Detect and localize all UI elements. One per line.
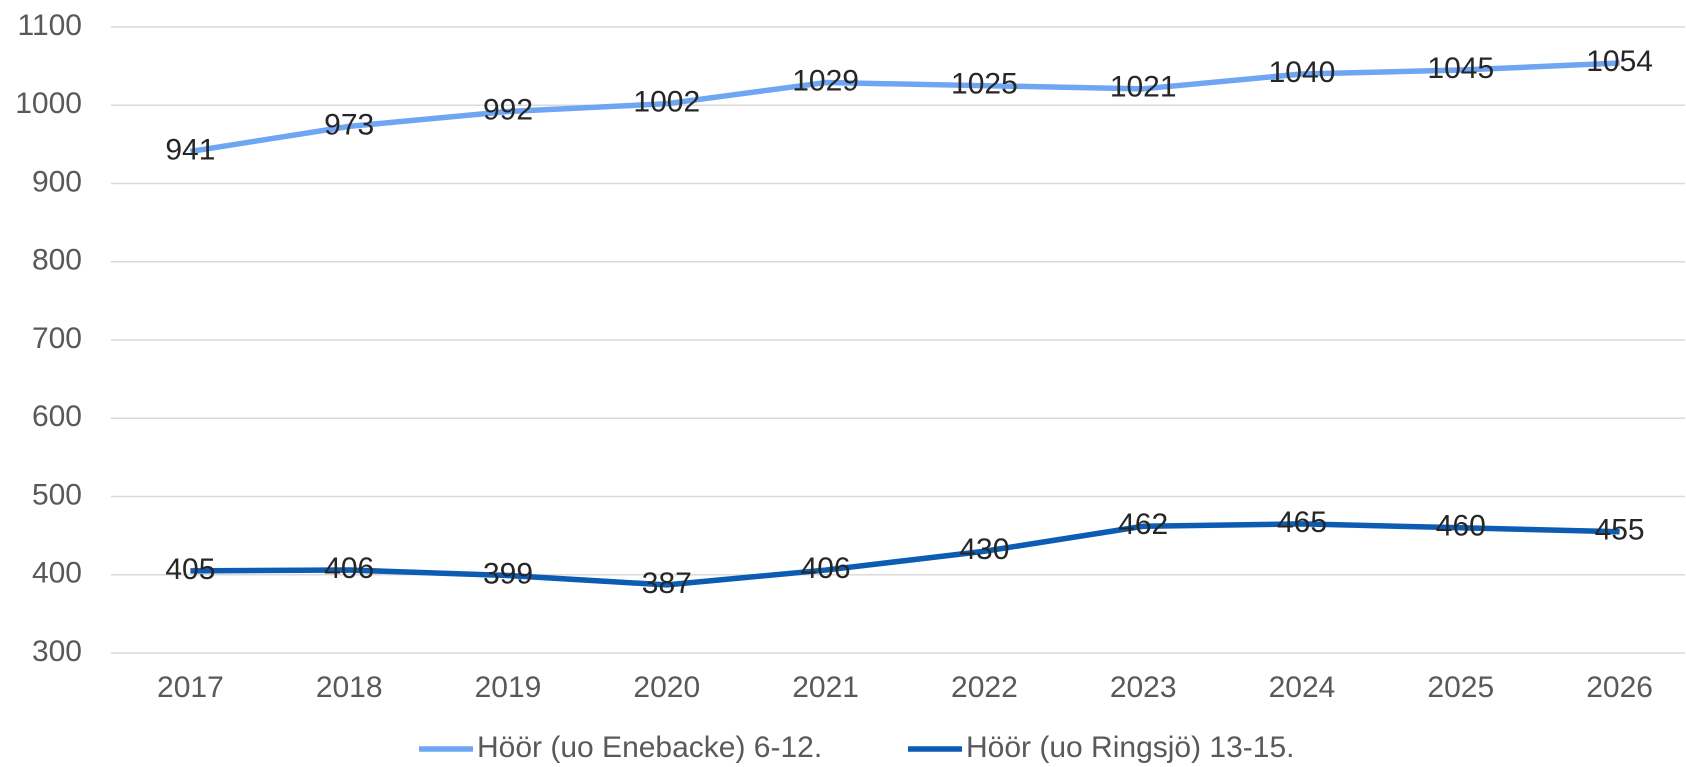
data-label: 941 [165, 133, 215, 166]
data-label: 405 [165, 553, 215, 586]
data-label: 992 [483, 93, 533, 126]
x-tick-label: 2024 [1269, 671, 1336, 704]
x-tick-label: 2026 [1586, 671, 1653, 704]
data-label: 406 [801, 552, 851, 585]
data-label: 465 [1277, 506, 1327, 539]
y-tick-label: 800 [32, 244, 82, 277]
y-tick-label: 400 [32, 557, 82, 590]
x-tick-label: 2022 [951, 671, 1018, 704]
data-label: 1029 [792, 64, 859, 97]
data-label: 1040 [1269, 56, 1336, 89]
data-label: 462 [1118, 508, 1168, 541]
data-label: 1045 [1427, 52, 1494, 85]
y-tick-label: 500 [32, 478, 82, 511]
y-tick-label: 1000 [15, 87, 82, 120]
data-label: 1054 [1586, 45, 1653, 78]
data-label: 1021 [1110, 71, 1177, 104]
legend-label: Höör (uo Enebacke) 6-12. [477, 731, 822, 764]
x-tick-label: 2020 [633, 671, 700, 704]
y-tick-label: 600 [32, 400, 82, 433]
x-tick-label: 2021 [792, 671, 859, 704]
x-tick-label: 2019 [475, 671, 542, 704]
data-label: 430 [959, 533, 1009, 566]
data-label: 1025 [951, 68, 1018, 101]
y-tick-label: 700 [32, 322, 82, 355]
y-tick-label: 1100 [17, 9, 82, 42]
data-label: 460 [1436, 510, 1486, 543]
x-tick-label: 2025 [1427, 671, 1494, 704]
y-tick-label: 900 [32, 165, 82, 198]
data-label: 1002 [633, 86, 700, 119]
data-label: 455 [1595, 514, 1645, 547]
x-tick-label: 2017 [157, 671, 224, 704]
data-label: 387 [642, 567, 692, 600]
data-label: 406 [324, 552, 374, 585]
y-tick-label: 300 [32, 635, 82, 668]
series-line [190, 521, 1620, 588]
data-label: 973 [324, 108, 374, 141]
series-line [189, 60, 1620, 155]
x-tick-label: 2023 [1110, 671, 1177, 704]
legend-label: Höör (uo Ringsjö) 13-15. [966, 731, 1295, 764]
data-label: 399 [483, 557, 533, 590]
x-tick-label: 2018 [316, 671, 383, 704]
